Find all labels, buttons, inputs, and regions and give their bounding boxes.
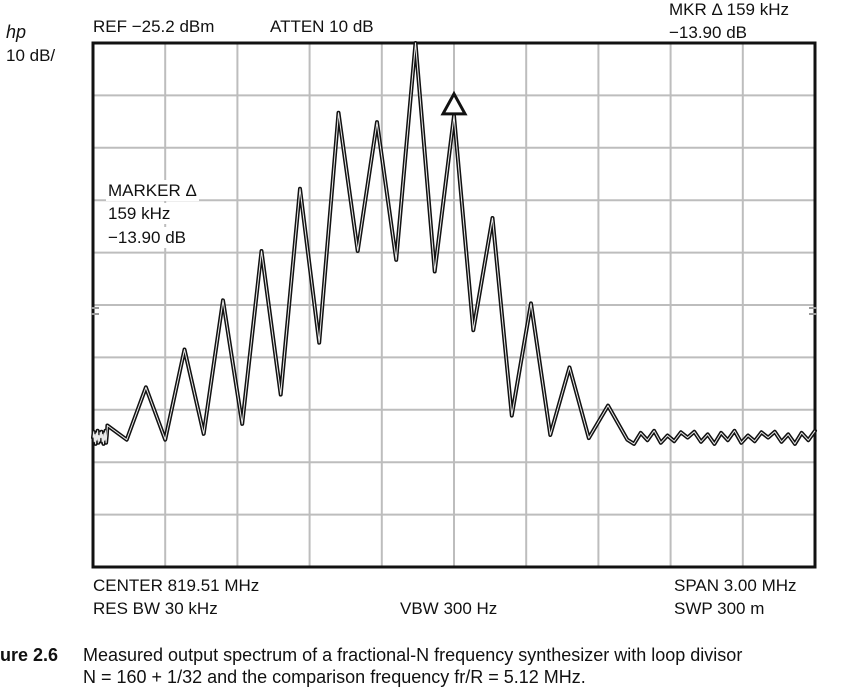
graticule (93, 43, 815, 567)
reference-level-readout: REF −25.2 dBm (93, 17, 215, 36)
marker-annotation-frequency: 159 kHz (106, 203, 173, 224)
attenuation-readout: ATTEN 10 dB (270, 17, 374, 36)
hp-logo: hp (6, 22, 27, 42)
video-bandwidth-readout: VBW 300 Hz (400, 599, 498, 618)
span-readout: SPAN 3.00 MHz (674, 576, 797, 595)
marker-annotation-level: −13.90 dB (106, 227, 188, 248)
marker-delta-level-readout: −13.90 dB (669, 23, 747, 42)
center-frequency-readout: CENTER 819.51 MHz (93, 576, 260, 595)
caption-line-1: Measured output spectrum of a fractional… (83, 645, 743, 665)
reference-level-ticks (91, 307, 817, 315)
plot-frame (91, 41, 817, 569)
figure-number: ure 2.6 (0, 645, 59, 665)
marker-delta-frequency-readout: MKR Δ 159 kHz (669, 0, 790, 19)
caption-line-2: N = 160 + 1/32 and the comparison freque… (83, 667, 586, 687)
marker-annotation-title: MARKER Δ (106, 180, 199, 201)
sweep-time-readout: SWP 300 m (674, 599, 765, 618)
resolution-bandwidth-readout: RES BW 30 kHz (93, 599, 218, 618)
scale-readout: 10 dB/ (6, 46, 56, 65)
trace-highlight (92, 42, 816, 445)
delta-marker-triangle (440, 90, 468, 116)
